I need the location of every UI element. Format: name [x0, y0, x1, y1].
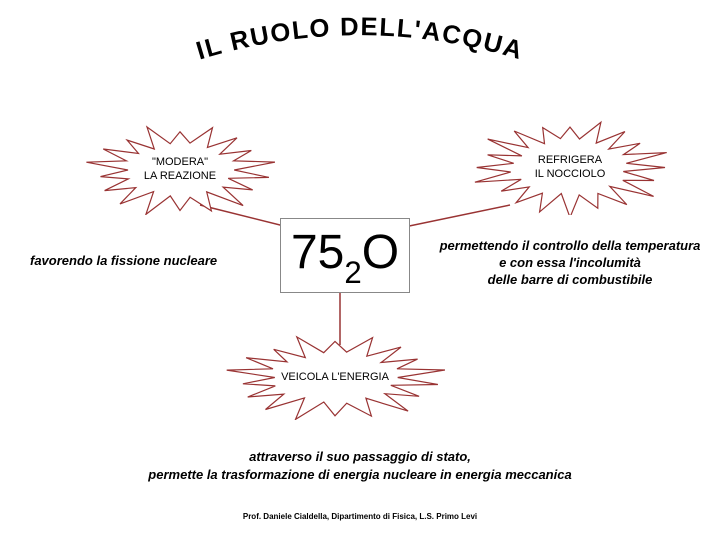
- text: 75: [291, 226, 344, 279]
- text: delle barre di combustibile: [488, 272, 653, 287]
- text: permette la trasformazione di energia nu…: [148, 467, 571, 482]
- title-text: IL RUOLO DELL'ACQUA: [193, 13, 527, 65]
- text: "MODERA": [152, 156, 208, 168]
- text: IL NOCCIOLO: [535, 168, 606, 180]
- starburst-veicola-label: VEICOLA L'ENERGIA: [225, 335, 445, 420]
- starburst-refrigera-label: REFRIGERA IL NOCCIOLO: [470, 120, 670, 215]
- footer-credit: Prof. Daniele Cialdella, Dipartimento di…: [0, 512, 720, 521]
- starburst-modera: "MODERA" LA REAZIONE: [85, 125, 275, 215]
- text: Prof. Daniele Cialdella, Dipartimento di…: [243, 512, 477, 521]
- caption-right: permettendo il controllo della temperatu…: [420, 238, 720, 289]
- text: LA REAZIONE: [144, 170, 216, 182]
- text: 2: [344, 255, 361, 290]
- text: attraverso il suo passaggio di stato,: [249, 449, 471, 464]
- text: REFRIGERA: [538, 154, 602, 166]
- text: permettendo il controllo della temperatu…: [440, 238, 701, 253]
- caption-bottom: attraverso il suo passaggio di stato, pe…: [0, 448, 720, 483]
- text: e con essa l'incolumità: [499, 255, 641, 270]
- h2o-formula: 752O: [291, 225, 399, 287]
- text: VEICOLA L'ENERGIA: [281, 371, 389, 383]
- page-title: IL RUOLO DELL'ACQUA: [0, 8, 720, 88]
- text: O: [362, 226, 399, 279]
- h2o-formula-box: 752O: [280, 218, 410, 293]
- starburst-veicola: VEICOLA L'ENERGIA: [225, 335, 445, 420]
- text: favorendo la fissione nucleare: [30, 253, 217, 268]
- starburst-refrigera: REFRIGERA IL NOCCIOLO: [470, 120, 670, 215]
- starburst-modera-label: "MODERA" LA REAZIONE: [85, 125, 275, 215]
- caption-left: favorendo la fissione nucleare: [30, 253, 280, 270]
